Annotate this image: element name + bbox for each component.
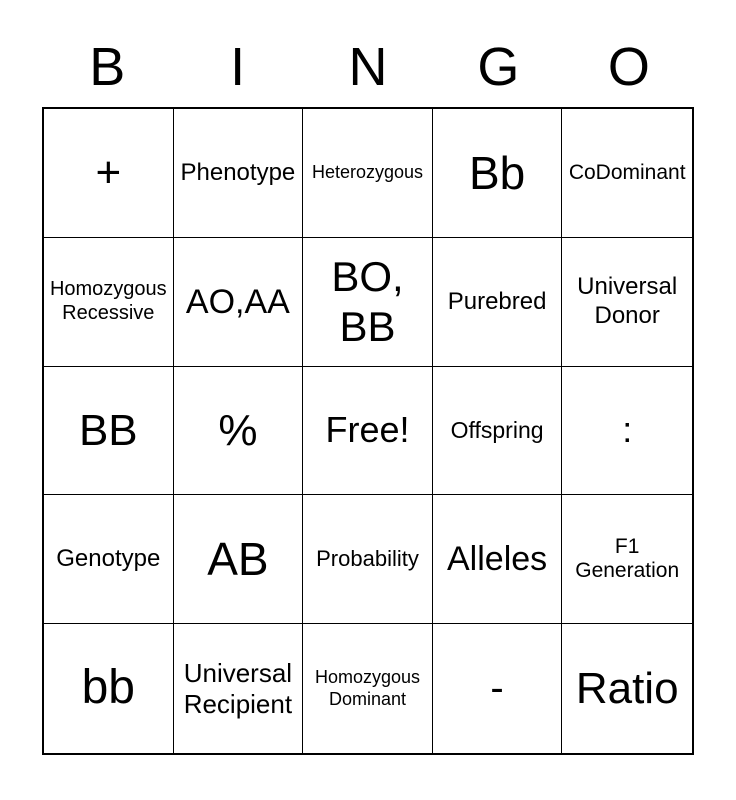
bingo-cell[interactable]: + <box>44 109 174 238</box>
bingo-cell[interactable]: Probability <box>303 495 433 625</box>
bingo-cell[interactable]: : <box>562 367 692 496</box>
bingo-cell[interactable]: Purebred <box>432 237 563 367</box>
bingo-cell[interactable]: CoDominant <box>562 109 692 238</box>
bingo-letter-o: O <box>607 37 650 97</box>
bingo-cell[interactable]: Homozygous Dominant <box>303 624 433 753</box>
bingo-title: B I N G O <box>42 32 694 102</box>
bingo-cell[interactable]: Alleles <box>432 495 563 625</box>
bingo-cell[interactable]: bb <box>44 624 174 753</box>
bingo-letter-b: B <box>89 37 126 97</box>
bingo-cell[interactable]: BO, BB <box>303 237 433 367</box>
bingo-cell[interactable]: Universal Donor <box>562 238 692 367</box>
bingo-letter-i: I <box>230 37 246 97</box>
bingo-cell[interactable]: F1 Generation <box>562 495 692 625</box>
bingo-cell[interactable]: Universal Recipient <box>174 624 304 753</box>
bingo-cell[interactable]: Ratio <box>575 663 679 713</box>
bingo-cell[interactable]: Phenotype <box>173 109 304 238</box>
bingo-cell[interactable]: Genotype <box>44 495 174 625</box>
bingo-grid: + Phenotype Heterozygous Bb CoDominant H… <box>42 107 694 755</box>
bingo-cell[interactable]: Heterozygous <box>303 109 433 238</box>
bingo-cell[interactable]: BB <box>44 366 174 496</box>
bingo-cell[interactable]: AB <box>173 495 304 625</box>
bingo-cell[interactable]: Homozygous Recessive <box>44 237 174 367</box>
bingo-cell[interactable]: Bb <box>432 109 563 238</box>
bingo-letter-n: N <box>348 37 388 97</box>
free-space-cell[interactable]: Free! <box>303 366 433 496</box>
bingo-cell[interactable]: % <box>173 366 304 496</box>
bingo-cell[interactable]: - <box>433 624 563 753</box>
bingo-cell[interactable]: Offspring <box>432 366 563 496</box>
bingo-letter-g: G <box>477 37 520 97</box>
bingo-cell[interactable]: AO,AA <box>173 237 304 367</box>
